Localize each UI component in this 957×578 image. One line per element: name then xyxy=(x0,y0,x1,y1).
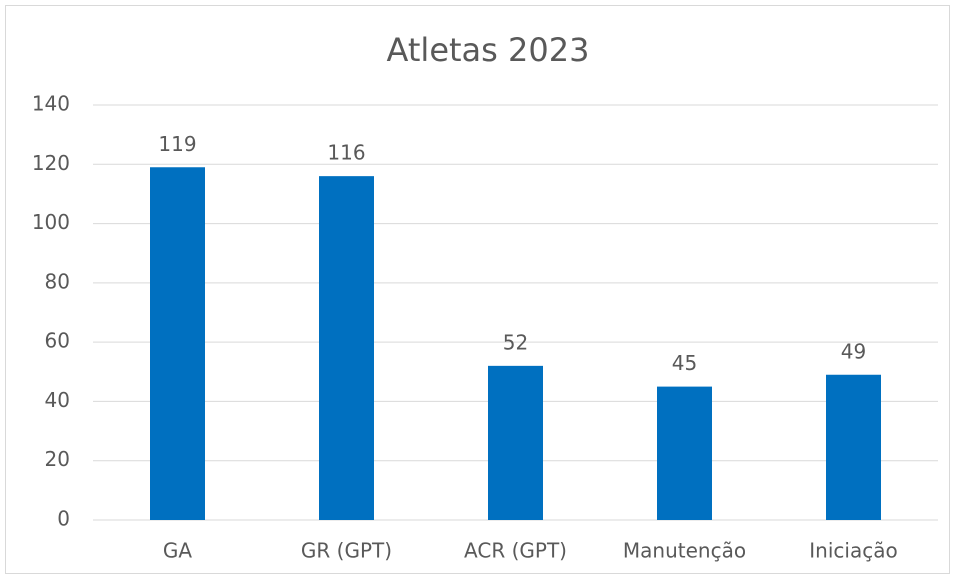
data-label: 52 xyxy=(503,330,528,354)
y-tick-label: 100 xyxy=(32,210,70,234)
chart-title: Atletas 2023 xyxy=(387,31,590,69)
bar xyxy=(826,374,881,520)
x-tick-label: Iniciação xyxy=(809,539,897,563)
y-tick-label: 80 xyxy=(45,269,70,293)
y-tick-label: 40 xyxy=(45,388,70,412)
data-label: 45 xyxy=(672,351,697,375)
x-tick-label: Manutenção xyxy=(623,539,746,563)
y-tick-label: 120 xyxy=(32,151,70,175)
y-tick-label: 20 xyxy=(45,447,70,471)
bar xyxy=(319,176,374,520)
y-tick-label: 0 xyxy=(57,507,70,531)
data-label: 119 xyxy=(158,132,196,156)
bar xyxy=(150,167,205,520)
y-tick-label: 60 xyxy=(45,329,70,353)
x-tick-label: GR (GPT) xyxy=(301,539,392,563)
x-tick-label: ACR (GPT) xyxy=(464,539,567,563)
data-label: 116 xyxy=(327,141,365,165)
y-tick-label: 140 xyxy=(32,92,70,116)
bar xyxy=(657,386,712,520)
data-label: 49 xyxy=(841,339,866,363)
x-tick-label: GA xyxy=(163,539,192,563)
chart-border xyxy=(5,5,950,574)
bar xyxy=(488,365,543,520)
